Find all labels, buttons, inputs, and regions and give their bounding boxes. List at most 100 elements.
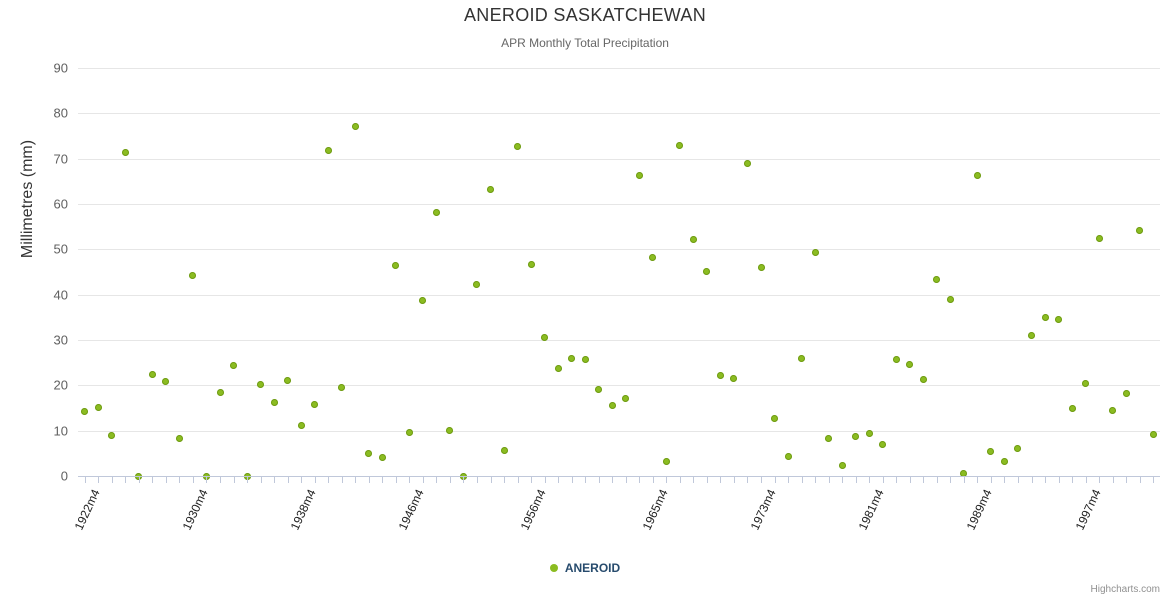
data-point[interactable] (798, 354, 806, 362)
data-point[interactable] (446, 427, 454, 435)
data-point[interactable] (973, 171, 981, 179)
data-point[interactable] (297, 421, 305, 429)
data-point[interactable] (121, 149, 129, 157)
data-point[interactable] (162, 378, 170, 386)
data-point[interactable] (108, 431, 116, 439)
data-point[interactable] (284, 377, 292, 385)
data-point[interactable] (392, 262, 400, 270)
data-point[interactable] (825, 435, 833, 443)
data-point[interactable] (257, 380, 265, 388)
data-point[interactable] (757, 263, 765, 271)
data-point[interactable] (1055, 315, 1063, 323)
data-point[interactable] (716, 372, 724, 380)
data-point[interactable] (771, 415, 779, 423)
x-axis-tick (165, 476, 167, 483)
data-point[interactable] (405, 428, 413, 436)
data-point[interactable] (378, 454, 386, 462)
x-axis-line (78, 476, 1160, 477)
x-axis-tick (761, 476, 762, 483)
data-point[interactable] (1028, 332, 1035, 340)
data-point[interactable] (608, 402, 616, 410)
data-point[interactable] (1122, 389, 1130, 397)
data-point[interactable] (689, 236, 697, 244)
data-point[interactable] (148, 371, 156, 379)
data-point[interactable] (784, 453, 792, 460)
data-point[interactable] (743, 159, 751, 167)
x-axis-tick (84, 476, 86, 483)
data-point[interactable] (635, 171, 643, 179)
data-point[interactable] (1068, 405, 1076, 413)
data-point[interactable] (500, 447, 508, 455)
x-axis-tick (125, 476, 127, 483)
chart-legend: ANEROID (0, 561, 1170, 575)
data-point[interactable] (933, 275, 941, 283)
data-point[interactable] (622, 395, 630, 403)
x-axis-tick (828, 476, 830, 483)
data-point[interactable] (432, 209, 440, 217)
x-axis-tick (990, 476, 992, 483)
data-point[interactable] (811, 248, 819, 256)
data-point[interactable] (1000, 457, 1008, 465)
data-point[interactable] (919, 375, 927, 383)
legend-item[interactable]: ANEROID (549, 561, 621, 575)
data-point[interactable] (879, 440, 887, 448)
y-axis-tick-label: 0 (60, 468, 68, 484)
x-axis-tick (977, 476, 979, 483)
data-point[interactable] (365, 450, 373, 458)
data-point[interactable] (1082, 379, 1090, 387)
x-axis-tick (179, 476, 181, 483)
gridline (78, 68, 1160, 69)
data-point[interactable] (81, 408, 89, 416)
x-axis-tick (395, 476, 397, 483)
data-point[interactable] (865, 430, 873, 438)
data-point[interactable] (311, 400, 319, 408)
data-point[interactable] (338, 384, 346, 392)
data-point[interactable] (419, 296, 427, 304)
data-point[interactable] (216, 389, 224, 397)
data-point[interactable] (514, 143, 522, 151)
data-point[interactable] (703, 267, 711, 275)
data-point[interactable] (94, 403, 102, 411)
x-axis-tick (206, 476, 208, 483)
x-axis-tick (1099, 476, 1101, 483)
data-point[interactable] (487, 186, 494, 194)
data-point[interactable] (595, 385, 603, 393)
data-point[interactable] (324, 147, 332, 154)
x-axis-tick (1126, 476, 1128, 483)
data-point[interactable] (527, 260, 535, 268)
data-point[interactable] (473, 280, 481, 288)
legend-item-label: ANEROID (564, 561, 621, 575)
data-point[interactable] (649, 253, 657, 261)
data-point[interactable] (892, 355, 900, 363)
data-point[interactable] (906, 361, 914, 369)
data-point[interactable] (1014, 445, 1022, 453)
data-point[interactable] (1149, 431, 1157, 439)
x-axis-tick (1058, 476, 1060, 483)
data-point[interactable] (1041, 314, 1049, 322)
data-point[interactable] (1095, 235, 1103, 243)
data-point[interactable] (230, 362, 238, 370)
x-axis-tick (531, 476, 533, 483)
data-point[interactable] (351, 122, 359, 130)
data-point[interactable] (946, 295, 954, 303)
data-point[interactable] (987, 447, 995, 455)
data-point[interactable] (189, 272, 197, 280)
data-point[interactable] (852, 432, 860, 440)
x-axis-tick-label: 1989m4 (964, 487, 996, 533)
x-axis-tick (882, 476, 884, 483)
data-point[interactable] (175, 434, 183, 442)
data-point[interactable] (270, 398, 278, 406)
x-axis-tick (314, 476, 316, 483)
data-point[interactable] (581, 355, 589, 363)
data-point[interactable] (541, 333, 549, 341)
data-point[interactable] (838, 461, 846, 469)
page-title: ANEROID SASKATCHEWAN (463, 5, 707, 25)
data-point[interactable] (662, 457, 670, 465)
data-point[interactable] (1136, 226, 1144, 234)
data-point[interactable] (1109, 407, 1117, 415)
data-point[interactable] (960, 469, 968, 477)
data-point[interactable] (730, 375, 738, 383)
data-point[interactable] (554, 365, 562, 373)
data-point[interactable] (568, 355, 576, 363)
data-point[interactable] (676, 142, 684, 150)
